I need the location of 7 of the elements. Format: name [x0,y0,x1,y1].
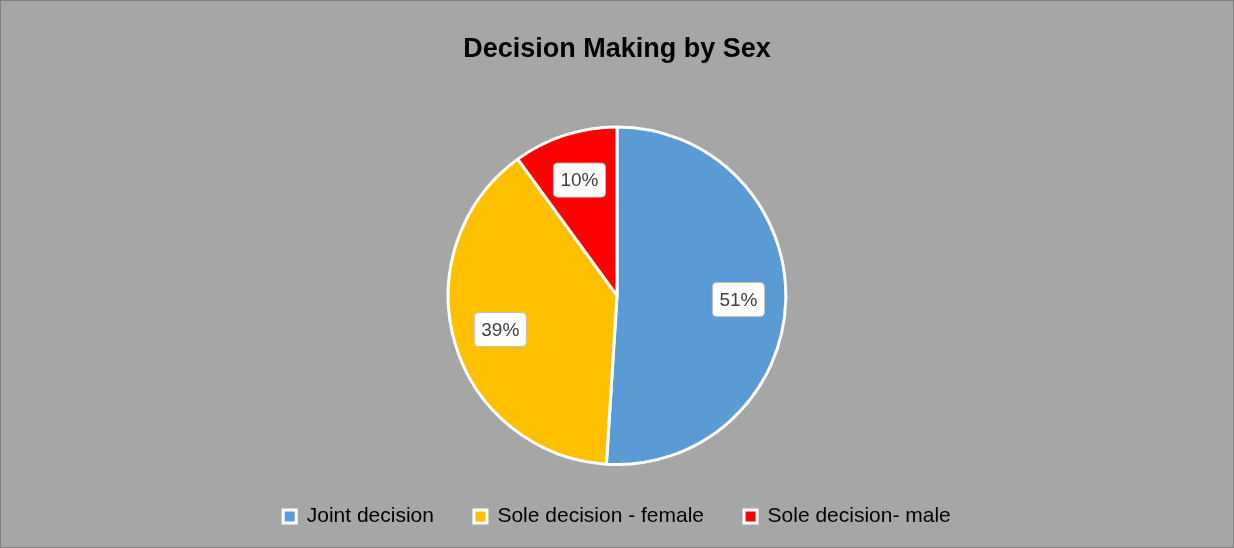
legend-label: Sole decision - female [497,503,705,527]
data-label: 51% [719,288,758,310]
legend-label: Joint decision [306,503,434,527]
data-label: 10% [560,169,599,191]
data-label: 39% [481,318,520,340]
legend-label: Sole decision- male [767,503,951,527]
chart-title: Decision Making by Sex [463,32,771,63]
